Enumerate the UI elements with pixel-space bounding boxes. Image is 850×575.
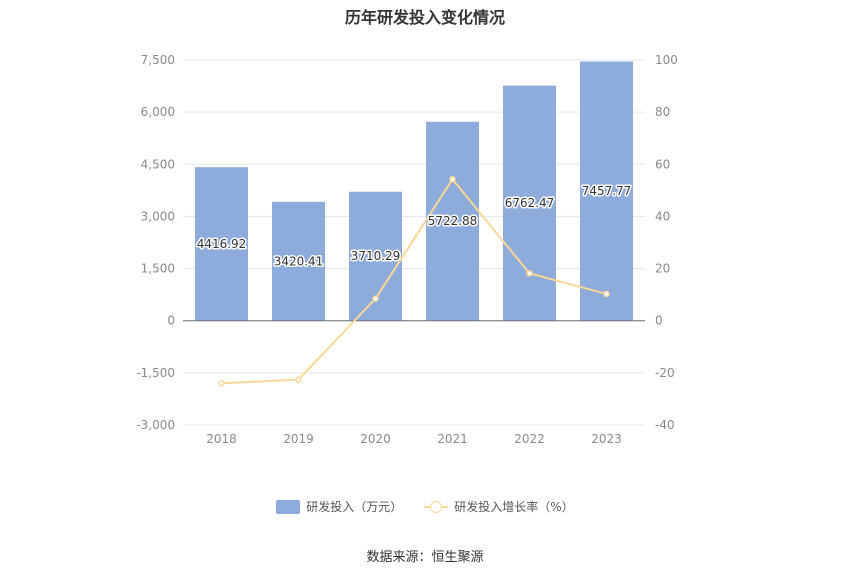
y-left-tick-label: 3,000 xyxy=(141,209,175,223)
y-left-tick-label: 7,500 xyxy=(141,53,175,67)
bar-data-label: 3710.29 xyxy=(351,249,401,263)
growth-point xyxy=(526,270,533,277)
bar xyxy=(580,61,633,321)
y-left-tick-label: 4,500 xyxy=(141,157,175,171)
data-source: 数据来源：恒生聚源 xyxy=(366,550,484,565)
y-left-tick-label: 0 xyxy=(167,314,175,328)
growth-point xyxy=(603,290,610,298)
y-left-tick-label: -3,000 xyxy=(136,418,175,432)
bar-data-label: 5722.88 xyxy=(428,214,478,228)
x-tick-label: 2020 xyxy=(360,432,391,446)
bar-data-label: 6762.47 xyxy=(505,196,555,210)
y-right-tick-label: -20 xyxy=(655,366,675,380)
y-right-tick-label: -40 xyxy=(655,418,675,432)
legend-line-swatch-icon xyxy=(424,500,449,514)
growth-point xyxy=(218,380,225,387)
bar xyxy=(503,85,556,321)
bar-data-label: 7457.77 xyxy=(582,184,632,198)
x-tick-label: 2023 xyxy=(591,432,622,446)
legend-line-label: 研发投入增长率（%） xyxy=(454,500,574,514)
x-tick-label: 2018 xyxy=(206,432,237,446)
x-tick-label: 2021 xyxy=(437,432,468,446)
y-right-tick-label: 60 xyxy=(655,157,670,171)
y-left-tick-label: 1,500 xyxy=(141,262,175,276)
bar xyxy=(426,121,479,321)
y-right-tick-label: 80 xyxy=(655,105,670,119)
legend-item-bar[interactable]: 研发投入（万元） xyxy=(276,498,402,515)
growth-line xyxy=(221,177,607,385)
legend-bar-label: 研发投入（万元） xyxy=(306,500,403,514)
legend-item-line[interactable]: 研发投入增长率（%） xyxy=(424,498,574,515)
x-tick-label: 2019 xyxy=(283,432,314,446)
y-right-tick-label: 0 xyxy=(655,314,663,328)
y-left-tick-label: 6,000 xyxy=(141,105,175,119)
y-right-tick-label: 100 xyxy=(655,53,678,67)
bar xyxy=(195,167,248,321)
chart-title: 历年研发投入变化情况 xyxy=(344,8,505,27)
growth-point xyxy=(449,176,456,183)
growth-point xyxy=(295,376,302,383)
y-left-tick-label: -1,500 xyxy=(136,366,175,380)
bar xyxy=(272,201,325,321)
y-right-tick-label: 40 xyxy=(655,209,670,223)
legend: 研发投入（万元） 研发投入增长率（%） xyxy=(0,498,850,515)
growth-point xyxy=(372,295,379,302)
x-tick-label: 2022 xyxy=(514,432,545,446)
bar-data-label: 3420.41 xyxy=(274,254,324,268)
bar-data-label: 4416.92 xyxy=(197,237,247,251)
legend-bar-swatch-icon xyxy=(276,499,301,514)
y-right-tick-label: 20 xyxy=(655,262,670,276)
